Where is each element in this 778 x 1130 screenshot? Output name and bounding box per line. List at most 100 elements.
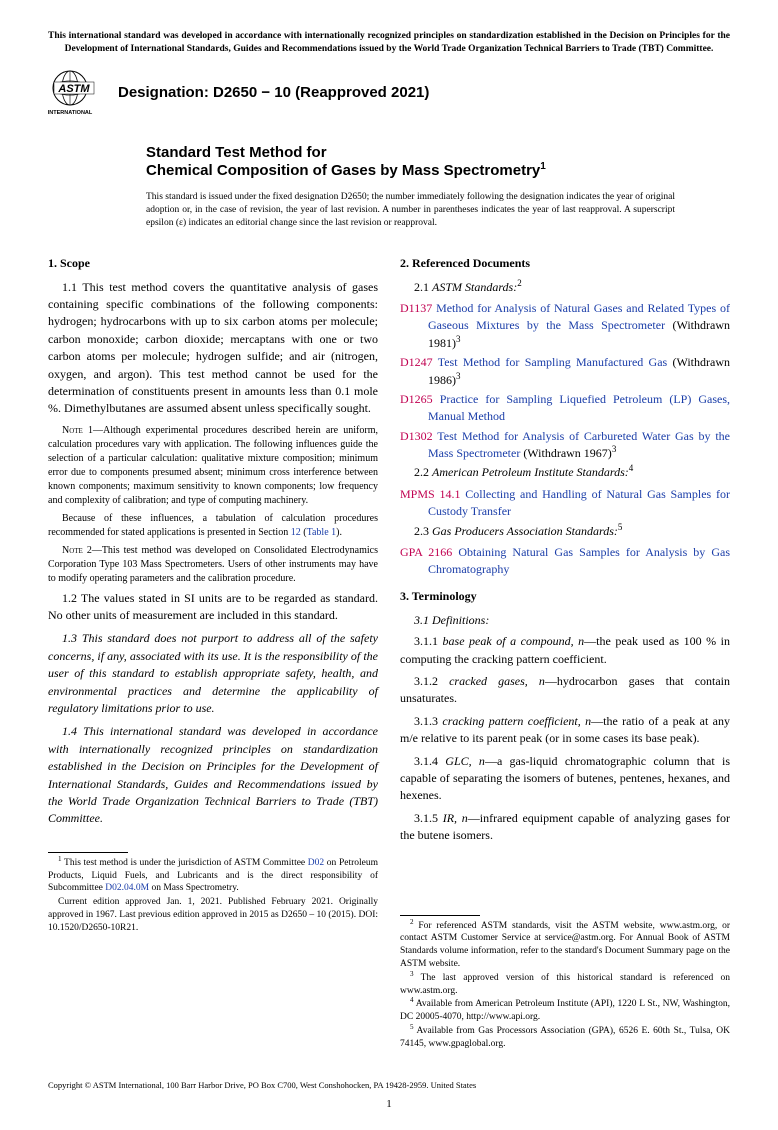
sub-2-3: 2.3 Gas Producers Association Standards:… [400, 523, 730, 540]
fn4-text: Available from American Petroleum Instit… [400, 999, 730, 1022]
footnote-rule [400, 915, 480, 916]
sub22-label: American Petroleum Institute Standards: [432, 465, 629, 479]
t314-term: GLC, n [445, 754, 485, 768]
footnote-1b: Current edition approved Jan. 1, 2021. P… [48, 896, 378, 934]
sub-2-1: 2.1 ASTM Standards:2 [400, 279, 730, 296]
sub-3-1: 3.1 Definitions: [400, 612, 730, 629]
two-column-body: 1. Scope 1.1 This test method covers the… [48, 252, 730, 1052]
sub21-sup: 2 [517, 278, 522, 288]
fn1-post: on Mass Spectrometry. [149, 883, 239, 893]
ref-title-link[interactable]: Obtaining Natural Gas Samples for Analys… [428, 545, 730, 576]
ref-entry: GPA 2166 Obtaining Natural Gas Samples f… [400, 544, 730, 579]
top-disclaimer: This international standard was develope… [48, 30, 730, 56]
section-1-head: 1. Scope [48, 256, 378, 271]
title-main: Chemical Composition of Gases by Mass Sp… [146, 162, 730, 181]
ref-title-link[interactable]: Test Method for Sampling Manufactured Ga… [438, 355, 667, 369]
note-1b: Because of these influences, a tabulatio… [48, 512, 378, 540]
t312-term: cracked gases, n [449, 674, 545, 688]
t314-num: 3.1.4 [414, 754, 445, 768]
term-3-1-2: 3.1.2 cracked gases, n—hydrocarbon gases… [400, 673, 730, 708]
ref-superscript: 3 [612, 444, 617, 454]
sub21-label: ASTM Standards: [432, 280, 517, 294]
note-1b-post: ). [336, 527, 342, 538]
title-text: Chemical Composition of Gases by Mass Sp… [146, 162, 540, 179]
header-row: ASTM INTERNATIONAL Designation: D2650 − … [48, 70, 730, 116]
left-column: 1. Scope 1.1 This test method covers the… [48, 252, 378, 1052]
ref-entry: D1137 Method for Analysis of Natural Gas… [400, 300, 730, 352]
para-1-4: 1.4 This international standard was deve… [48, 723, 378, 827]
svg-text:INTERNATIONAL: INTERNATIONAL [48, 110, 93, 116]
fn3-text: The last approved version of this histor… [400, 973, 730, 996]
ref-suffix: (Withdrawn 1967) [520, 446, 612, 460]
term-3-1-3: 3.1.3 cracking pattern coefficient, n—th… [400, 713, 730, 748]
section-3-head: 3. Terminology [400, 589, 730, 604]
title-block: Standard Test Method for Chemical Compos… [146, 144, 730, 182]
t311-num: 3.1.1 [414, 634, 443, 648]
table-1-link[interactable]: Table 1 [307, 527, 337, 538]
sub23-label: Gas Producers Association Standards: [432, 524, 618, 538]
footnote-3: 3 The last approved version of this hist… [400, 972, 730, 998]
refs-2-2: MPMS 14.1 Collecting and Handling of Nat… [400, 486, 730, 521]
title-prefix: Standard Test Method for [146, 144, 730, 163]
footnote-4: 4 Available from American Petroleum Inst… [400, 998, 730, 1024]
ref-code-link[interactable]: D1247 [400, 355, 433, 369]
fn2-text: For referenced ASTM standards, visit the… [400, 921, 730, 969]
ref-code-link[interactable]: D1137 [400, 301, 432, 315]
para-1-1: 1.1 This test method covers the quantita… [48, 279, 378, 418]
committee-d02-link[interactable]: D02 [308, 858, 324, 868]
sub23-sup: 5 [618, 522, 623, 532]
ref-entry: D1302 Test Method for Analysis of Carbur… [400, 428, 730, 463]
note-1-text: 1—Although experimental procedures descr… [48, 425, 378, 506]
ref-entry: MPMS 14.1 Collecting and Handling of Nat… [400, 486, 730, 521]
footnote-2: 2 For referenced ASTM standards, visit t… [400, 920, 730, 971]
ref-code-link[interactable]: MPMS 14.1 [400, 487, 460, 501]
ref-entry: D1265 Practice for Sampling Liquefied Pe… [400, 391, 730, 426]
fn1-pre: This test method is under the jurisdicti… [62, 858, 308, 868]
t313-term: cracking pattern coefficient, n [442, 714, 591, 728]
note-1: Note 1—Although experimental procedures … [48, 424, 378, 508]
note-label: Note [62, 425, 88, 436]
section-2-head: 2. Referenced Documents [400, 256, 730, 271]
ref-superscript: 3 [456, 371, 461, 381]
sub22-num: 2.2 [414, 465, 432, 479]
term-3-1-1: 3.1.1 base peak of a compound, n—the pea… [400, 633, 730, 668]
ref-code-link[interactable]: D1302 [400, 429, 433, 443]
svg-text:ASTM: ASTM [57, 83, 90, 95]
note-label: Note [62, 545, 87, 556]
fn5-text: Available from Gas Processors Associatio… [400, 1026, 730, 1049]
t315-term: IR, n [443, 811, 468, 825]
section-12-link[interactable]: 12 [291, 527, 301, 538]
designation: Designation: D2650 − 10 (Reapproved 2021… [118, 84, 429, 101]
ref-superscript: 3 [456, 334, 461, 344]
refs-2-3: GPA 2166 Obtaining Natural Gas Samples f… [400, 544, 730, 579]
page-number: 1 [48, 1098, 730, 1110]
term-3-1-4: 3.1.4 GLC, n—a gas-liquid chromatographi… [400, 753, 730, 805]
term-3-1-5: 3.1.5 IR, n—infrared equipment capable o… [400, 810, 730, 845]
note-2-text: 2—This test method was developed on Cons… [48, 545, 378, 584]
sub23-num: 2.3 [414, 524, 432, 538]
note-2: Note 2—This test method was developed on… [48, 544, 378, 586]
ref-title-link[interactable]: Practice for Sampling Liquefied Petroleu… [428, 392, 730, 423]
ref-entry: D1247 Test Method for Sampling Manufactu… [400, 354, 730, 389]
t315-num: 3.1.5 [414, 811, 443, 825]
ref-code-link[interactable]: D1265 [400, 392, 433, 406]
right-column: 2. Referenced Documents 2.1 ASTM Standar… [400, 252, 730, 1052]
ref-code-link[interactable]: GPA 2166 [400, 545, 452, 559]
sub22-sup: 4 [629, 463, 634, 473]
title-superscript: 1 [540, 161, 546, 172]
t313-num: 3.1.3 [414, 714, 442, 728]
footnote-1: 1 This test method is under the jurisdic… [48, 857, 378, 895]
sub21-num: 2.1 [414, 280, 432, 294]
subcommittee-link[interactable]: D02.04.0M [105, 883, 149, 893]
t312-num: 3.1.2 [414, 674, 449, 688]
footnote-5: 5 Available from Gas Processors Associat… [400, 1025, 730, 1051]
t311-term: base peak of a compound, n [443, 634, 585, 648]
para-1-2: 1.2 The values stated in SI units are to… [48, 590, 378, 625]
ref-title-link[interactable]: Collecting and Handling of Natural Gas S… [428, 487, 730, 518]
copyright: Copyright © ASTM International, 100 Barr… [48, 1080, 730, 1090]
footnote-rule [48, 852, 128, 853]
astm-logo: ASTM INTERNATIONAL [48, 70, 106, 116]
refs-2-1: D1137 Method for Analysis of Natural Gas… [400, 300, 730, 463]
para-1-3: 1.3 This standard does not purport to ad… [48, 630, 378, 717]
sub-2-2: 2.2 American Petroleum Institute Standar… [400, 464, 730, 481]
